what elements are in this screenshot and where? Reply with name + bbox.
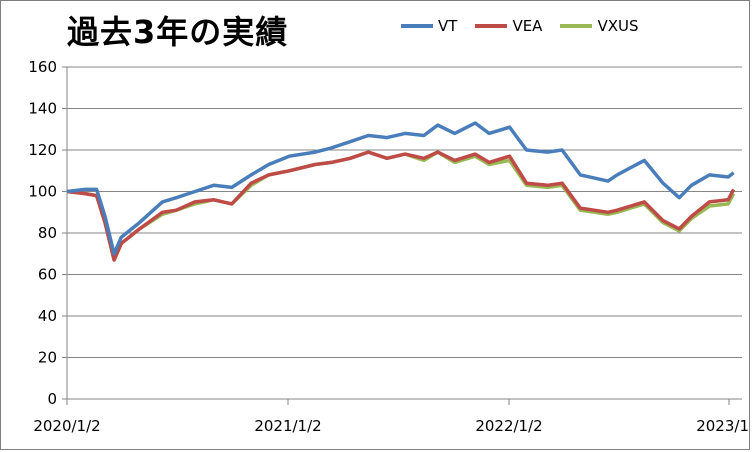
x-tick-label: 2022/1/2	[475, 417, 542, 435]
legend-item-vxus: VXUS	[560, 17, 638, 35]
y-tick-label: 0	[47, 390, 57, 408]
legend-item-vea: VEA	[475, 17, 542, 35]
legend-item-vt: VT	[401, 17, 457, 35]
y-tick-label: 120	[28, 141, 57, 159]
series-line-vea	[66, 150, 736, 262]
legend-swatch	[401, 24, 433, 28]
y-tick-label: 40	[38, 307, 57, 325]
legend-swatch	[560, 24, 593, 28]
legend-label: VEA	[512, 17, 543, 35]
x-tick-label: 2023/1	[696, 417, 749, 435]
y-tick-label: 20	[38, 349, 57, 367]
legend-label: VT	[438, 17, 458, 35]
y-tick-label: 60	[38, 266, 57, 284]
x-tick-label: 2020/1/2	[33, 417, 100, 435]
y-tick-label: 160	[28, 58, 57, 76]
legend: VT VEA VXUS	[401, 17, 638, 35]
x-tick-label: 2021/1/2	[254, 417, 321, 435]
series-line-vt	[66, 121, 735, 256]
legend-label: VXUS	[597, 17, 639, 35]
legend-swatch	[475, 24, 508, 28]
y-tick-label: 140	[28, 100, 57, 118]
y-tick-label: 100	[28, 183, 57, 201]
chart-title: 過去3年の実績	[67, 13, 289, 51]
y-tick-label: 80	[38, 224, 57, 242]
